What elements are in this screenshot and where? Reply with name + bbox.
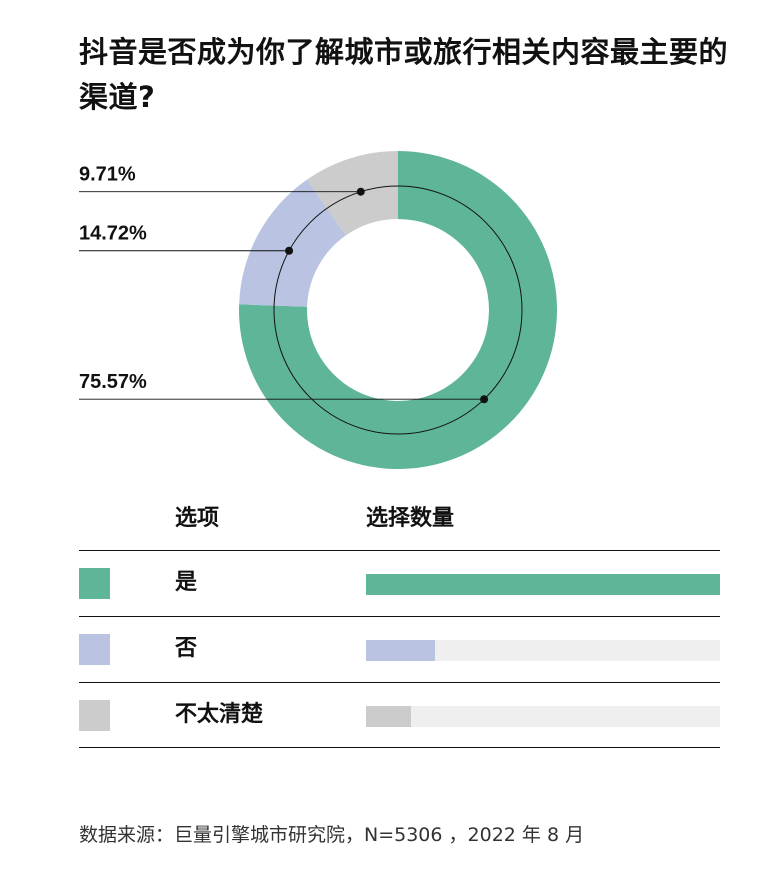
count-bar-track-yes [366,574,720,595]
count-bar-no [366,640,435,661]
count-bar-yes [366,574,720,595]
legend-swatch-no [79,634,110,665]
chart-title: 抖音是否成为你了解城市或旅行相关内容最主要的渠道? [79,35,729,114]
donut-slice-no [239,179,346,307]
value-label-unsure: 9.71% [79,164,136,186]
header-count: 选择数量 [366,506,455,531]
value-label-no: 14.72% [79,223,147,245]
callout-dot-no [285,246,294,255]
donut-slice-unsure [306,151,398,236]
inner-guide-ring [273,185,523,435]
source-note: 数据来源：巨量引擎城市研究院，N=5306 ，2022 年 8 月 [79,824,585,846]
count-bar-unsure [366,706,412,727]
header-option: 选项 [175,506,220,531]
option-label-unsure: 不太清楚 [175,702,264,727]
callout-dot-yes [480,395,489,404]
callout-dot-unsure [356,187,365,196]
option-label-no: 否 [175,636,198,661]
donut-chart: 75.57% 14.72% 9.71% [79,151,557,469]
table-row-no: 否 [79,617,720,683]
legend-swatch-yes [79,568,110,599]
legend-swatch-unsure [79,700,110,731]
table-row-unsure: 不太清楚 [79,683,720,749]
count-bar-track-unsure [366,706,720,727]
table-rule-top [79,550,720,551]
table-row-yes: 是 [79,551,720,617]
value-label-yes: 75.57% [79,371,147,393]
option-label-yes: 是 [175,570,198,595]
count-bar-track-no [366,640,720,661]
table-rule-2 [79,682,720,683]
table-rule-bottom [79,747,720,748]
donut-slice-yes [238,151,557,469]
table-rule-1 [79,616,720,617]
